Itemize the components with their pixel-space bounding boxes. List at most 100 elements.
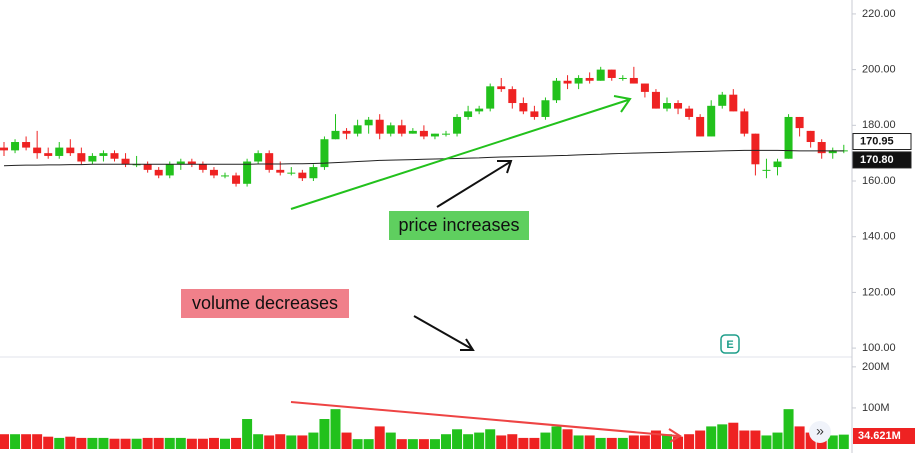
candle-body xyxy=(154,169,163,176)
volume-bar xyxy=(242,419,253,449)
volume-bar xyxy=(717,424,728,449)
volume-bar xyxy=(584,435,595,449)
volume-bar xyxy=(485,429,496,449)
candle-body xyxy=(287,172,296,174)
candle-body xyxy=(430,133,439,137)
volume-bar xyxy=(275,434,286,449)
volume-bar xyxy=(706,426,717,449)
volume-bar xyxy=(98,437,109,449)
volume-bar xyxy=(562,429,573,449)
volume-bar xyxy=(21,434,32,449)
annotation-box xyxy=(389,211,529,240)
volume-bar xyxy=(827,435,838,449)
candle-body xyxy=(806,130,815,143)
volume-bar xyxy=(673,436,684,449)
volume-bar xyxy=(264,435,275,449)
volume-label: 34.621M xyxy=(858,430,901,442)
volume-bar xyxy=(407,439,418,449)
volume-bar xyxy=(142,437,153,449)
candle-body xyxy=(364,119,373,126)
candle-body xyxy=(209,169,218,176)
volume-bar xyxy=(463,434,474,449)
price-label: 170.95 xyxy=(860,135,894,147)
candle-body xyxy=(453,116,462,134)
candle-body xyxy=(563,80,572,84)
volume-bar xyxy=(297,435,308,449)
y-tick-label: 140.00 xyxy=(862,231,896,243)
event-marker[interactable] xyxy=(720,334,740,354)
candle-body xyxy=(651,91,660,109)
candle-body xyxy=(696,116,705,137)
price-label-box xyxy=(852,133,912,151)
volume-bar xyxy=(628,435,639,449)
volume-bar xyxy=(518,437,529,449)
volume-bar xyxy=(10,434,21,449)
arrow xyxy=(436,161,511,208)
volume-bar xyxy=(507,434,518,449)
candle-body xyxy=(707,105,716,137)
candle-body xyxy=(165,164,174,176)
candle-body xyxy=(618,77,627,79)
volume-bar xyxy=(418,439,429,449)
volume-bar xyxy=(164,437,175,449)
volume-bar xyxy=(341,432,352,449)
event-marker-label[interactable]: E xyxy=(726,339,733,351)
volume-bar xyxy=(175,437,186,449)
candle-body xyxy=(11,142,20,151)
candle-body xyxy=(276,169,285,173)
volume-bar xyxy=(662,434,672,449)
volume-bar xyxy=(65,436,76,449)
candle-body xyxy=(585,77,594,81)
volume-bar xyxy=(131,438,142,449)
y2-tick-label: 100M xyxy=(862,402,890,414)
y-tick-label: 220.00 xyxy=(862,8,896,20)
volume-bar xyxy=(76,437,87,449)
volume-bar xyxy=(540,432,551,449)
volume-bar xyxy=(87,437,98,449)
candle-body xyxy=(729,94,738,112)
scroll-button[interactable] xyxy=(809,421,831,443)
candle-body xyxy=(110,153,119,159)
volume-bar xyxy=(750,430,761,449)
volume-bar xyxy=(639,435,650,449)
volume-bar xyxy=(496,435,507,449)
y-tick-label: 160.00 xyxy=(862,175,896,187)
volume-bar xyxy=(231,437,242,449)
candle-body xyxy=(121,158,130,165)
volume-bar xyxy=(529,437,540,449)
volume-bar xyxy=(330,409,341,449)
candle-body xyxy=(497,86,506,90)
candle-body xyxy=(0,147,8,151)
candle-body xyxy=(530,111,539,117)
annotation-box xyxy=(181,289,349,318)
volume-bar xyxy=(452,429,463,449)
candle-body xyxy=(397,125,406,134)
candle-body xyxy=(88,155,97,162)
volume-bar xyxy=(286,435,297,449)
candle-body xyxy=(574,77,583,84)
candle-body xyxy=(232,175,241,184)
arrow xyxy=(290,401,679,437)
volume-bar xyxy=(617,437,628,449)
candle-body xyxy=(464,111,473,117)
volume-bar xyxy=(595,437,606,449)
candle-body xyxy=(828,150,837,154)
volume-bar xyxy=(153,437,164,449)
volume-bar xyxy=(728,422,739,449)
volume-bar xyxy=(197,438,208,449)
candle-body xyxy=(762,169,771,171)
volume-bar xyxy=(43,436,54,449)
candle-body xyxy=(298,172,307,179)
candle-body xyxy=(784,116,793,159)
scroll-icon[interactable]: » xyxy=(816,423,824,439)
annotation: price increases xyxy=(398,215,519,235)
volume-bar xyxy=(650,430,661,449)
candle-body xyxy=(375,119,384,134)
candle-body xyxy=(817,142,826,154)
volume-bar xyxy=(739,430,750,449)
candle-body xyxy=(243,161,252,184)
candle-body xyxy=(663,103,671,109)
y-tick-label: 180.00 xyxy=(862,119,896,131)
arrow-head xyxy=(613,95,632,113)
candle-body xyxy=(99,153,108,156)
